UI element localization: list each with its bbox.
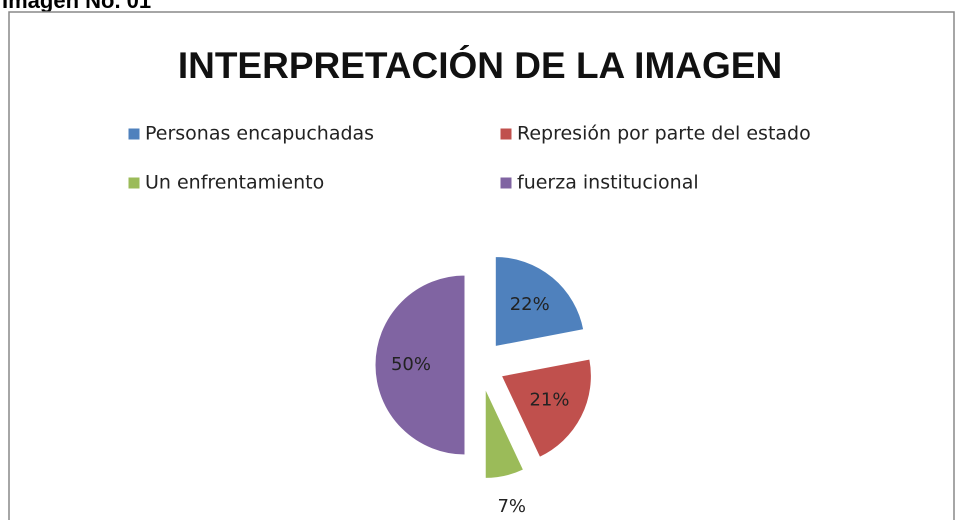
legend-swatch	[499, 176, 513, 190]
legend-label: Personas encapuchadas	[145, 123, 374, 145]
legend-label: Un enfrentamiento	[145, 172, 324, 194]
legend-swatch	[127, 127, 141, 141]
pie-slice	[500, 358, 592, 458]
pie-slice	[374, 274, 466, 456]
data-label: 22%	[510, 294, 550, 315]
data-label: 21%	[529, 389, 569, 410]
data-label: 50%	[391, 354, 431, 375]
legend-swatch	[499, 127, 513, 141]
legend-label: Represión por parte del estado	[517, 123, 811, 145]
legend-label: fuerza institucional	[517, 172, 699, 194]
pie-slice	[484, 388, 525, 479]
chart-frame	[8, 11, 955, 525]
pie-slice	[494, 256, 585, 348]
legend-swatch	[127, 176, 141, 190]
chart-title: INTERPRETACIÓN DE LA IMAGEN	[178, 44, 782, 86]
heading: Imagen No. 01	[2, 0, 151, 13]
data-label: 7%	[497, 496, 526, 517]
